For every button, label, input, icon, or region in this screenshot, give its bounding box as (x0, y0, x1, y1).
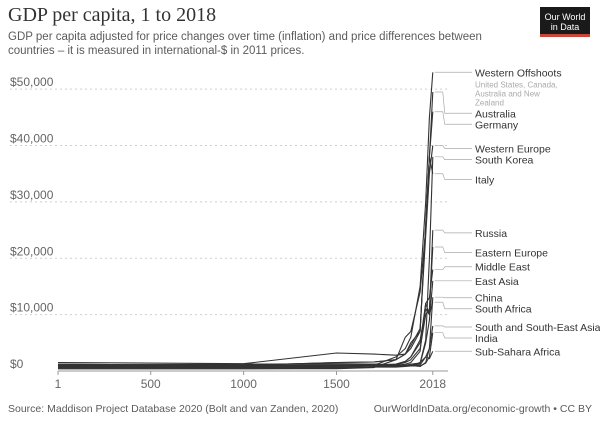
series-label: India (475, 333, 498, 345)
series-label: Italy (475, 174, 495, 186)
x-tick-label: 2018 (419, 377, 446, 391)
series-line (58, 91, 434, 370)
series-line (57, 145, 434, 366)
x-tick-label: 1 (55, 377, 62, 391)
series-label: South Africa (475, 304, 532, 316)
label-leader-line (434, 325, 472, 328)
series-label: South Korea (475, 155, 534, 167)
series-label: East Asia (475, 276, 519, 288)
series-line (58, 230, 434, 366)
x-tick-label: 500 (141, 377, 161, 391)
chart-subtitle: GDP per capita adjusted for price change… (8, 31, 482, 57)
series-note: Australia and New (475, 89, 540, 98)
series-line (58, 111, 434, 366)
series-note: United States, Canada, (475, 80, 558, 89)
label-leader-line (434, 332, 472, 339)
series-label: Germany (475, 119, 519, 131)
label-leader-line (434, 111, 472, 125)
series-label: China (475, 293, 503, 305)
series-line (57, 280, 434, 366)
source-note: Source: Maddison Project Database 2020 (… (8, 403, 339, 415)
label-leader-line (434, 91, 472, 114)
label-leader-line (434, 296, 472, 299)
label-leader-line (434, 301, 472, 310)
y-tick-label: $20,000 (10, 244, 54, 258)
y-tick-label: $0 (10, 357, 24, 371)
label-leader-line (434, 229, 472, 234)
series-line (58, 72, 434, 370)
credit-link[interactable]: OurWorldInData.org/economic-growth • CC … (373, 403, 592, 415)
label-leader-line (434, 173, 472, 180)
series-line (57, 297, 434, 368)
logo-line-2: in Data (550, 22, 580, 32)
series-label: Western Europe (475, 143, 551, 155)
series-label: Middle East (475, 262, 530, 274)
logo-line-1: Our World (544, 12, 586, 22)
label-leader-line (434, 156, 472, 160)
y-tick-label: $50,000 (10, 75, 54, 89)
series-label: Australia (475, 108, 516, 120)
label-leader-line (434, 246, 472, 253)
y-tick-label: $40,000 (10, 132, 54, 146)
x-tick-label: 1000 (230, 377, 257, 391)
series-line (57, 269, 434, 366)
series-line (58, 325, 434, 368)
series-note: Zealand (475, 98, 504, 107)
series-line (58, 302, 434, 368)
series-label: South and South-East Asia (475, 322, 600, 334)
label-leader-line (434, 145, 472, 149)
series-label: Western Offshoots (475, 67, 562, 79)
y-tick-label: $30,000 (10, 188, 54, 202)
label-leader-line (434, 266, 472, 270)
series-label: Sub-Sahara Africa (475, 346, 560, 358)
chart-title: GDP per capita, 1 to 2018 (8, 4, 217, 26)
series-label: Russia (475, 228, 507, 240)
x-tick-label: 1500 (323, 377, 350, 391)
y-tick-label: $10,000 (10, 301, 54, 315)
series-line (58, 246, 434, 366)
series-line (58, 156, 434, 366)
series-line (58, 332, 434, 368)
owid-logo[interactable]: Our World in Data (540, 7, 590, 37)
series-line (58, 351, 434, 369)
series-line (57, 156, 434, 365)
series-label: Eastern Europe (475, 248, 548, 260)
